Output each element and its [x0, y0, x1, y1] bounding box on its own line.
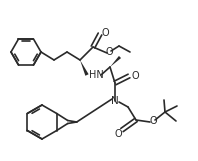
Text: N: N [111, 96, 119, 106]
Text: HN: HN [89, 70, 103, 80]
Polygon shape [110, 56, 121, 67]
Text: O: O [131, 71, 139, 81]
Polygon shape [80, 60, 89, 76]
Text: O: O [114, 129, 122, 139]
Text: O: O [101, 28, 109, 38]
Text: O: O [105, 47, 113, 57]
Text: O: O [149, 116, 157, 126]
